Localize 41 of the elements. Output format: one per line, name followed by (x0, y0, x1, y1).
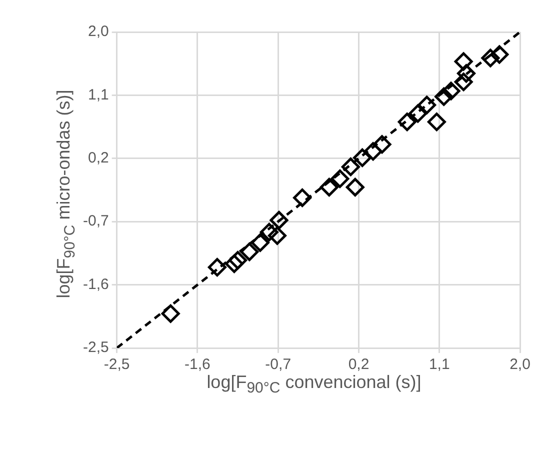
point (427, 112, 446, 132)
x-tick-label: -2,5 (104, 356, 130, 374)
point (454, 72, 473, 92)
y-tick-label: -1,6 (82, 276, 109, 293)
y-tick-label: 0,2 (88, 150, 109, 167)
point (454, 52, 473, 71)
y-tick-label: 1,1 (88, 86, 109, 104)
y-tick-label: 2,0 (88, 23, 109, 40)
x-tick-label: -0,7 (265, 356, 292, 374)
point (250, 233, 270, 252)
point (364, 142, 382, 161)
point (353, 148, 372, 167)
point (268, 226, 286, 245)
point (293, 188, 312, 207)
point (346, 178, 364, 196)
x-tick-label: 1,1 (428, 356, 450, 374)
point (320, 178, 338, 196)
point (418, 96, 436, 114)
point (161, 304, 180, 323)
point (270, 210, 288, 230)
point (260, 222, 278, 242)
point (224, 254, 244, 273)
x-tick-label: -1,6 (184, 356, 210, 374)
point (456, 64, 476, 83)
x-axis-title: log[F$_{90°C}$ convencional (s)] (206, 372, 422, 397)
point (372, 135, 392, 154)
point (240, 242, 259, 262)
point (398, 112, 416, 132)
point (408, 104, 428, 123)
point (228, 250, 248, 270)
point (434, 87, 454, 106)
y-tick-label: -0,7 (82, 212, 109, 230)
x-tick-label: 2,0 (510, 356, 530, 374)
y-tick-label: -2,5 (82, 339, 109, 356)
point (341, 158, 360, 176)
x-tick-label: 0,2 (348, 356, 370, 374)
point (481, 48, 500, 68)
point (490, 45, 509, 64)
point (330, 170, 350, 188)
point (442, 82, 460, 100)
point (208, 258, 226, 276)
